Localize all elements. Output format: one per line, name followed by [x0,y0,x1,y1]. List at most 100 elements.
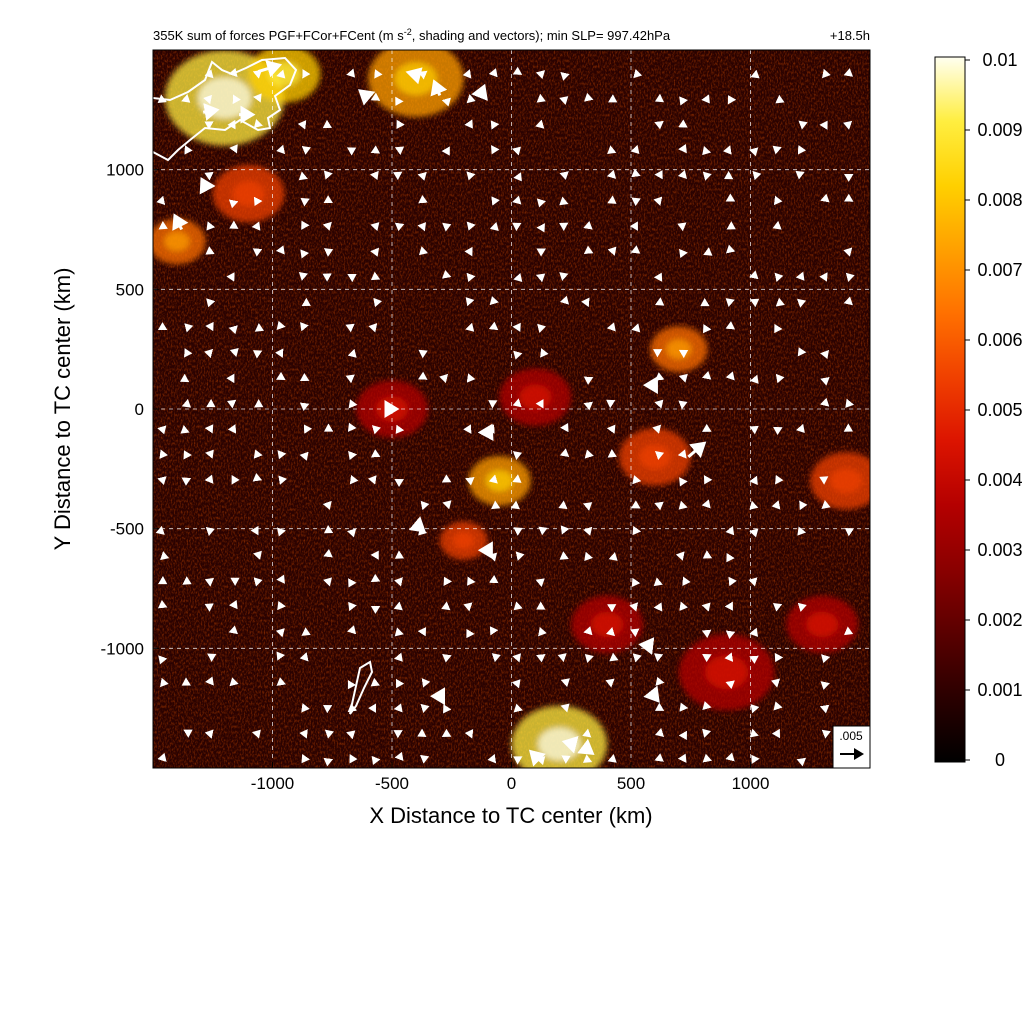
force-vector-small [702,323,712,334]
force-vector-small [158,655,168,665]
force-vector-small [750,69,760,79]
force-vector-small [228,68,238,78]
force-vector-small [395,424,405,434]
force-vector-small [583,220,593,230]
force-vector-small [441,97,451,107]
force-vector-small [513,703,523,713]
force-vector-small [630,245,641,254]
force-vector-small [465,322,475,332]
force-vector-small [678,349,689,359]
coastline-outline [153,56,298,162]
force-vector-small [322,273,332,282]
force-vector-small [536,601,546,610]
force-vector-small [654,450,665,461]
force-vector-small [348,399,358,409]
force-vector-small [466,272,476,282]
force-vector-small [323,757,334,767]
force-vector-small [491,653,501,663]
x-axis-label: X Distance to TC center (km) [369,803,652,828]
force-vector-small [774,272,784,283]
force-vector-small [465,476,475,486]
force-vector-small [157,94,167,104]
force-vector-small [652,424,662,434]
force-vector-small [203,94,213,105]
force-vector-small [560,525,570,535]
reference-vector-label: .005 [839,729,863,743]
force-vector-small [606,322,616,332]
force-vector [430,79,448,97]
force-vector-small [442,653,452,663]
force-vector-small [607,195,617,204]
force-vector-small [559,196,569,206]
force-vector-small [750,704,760,714]
force-vector-small [298,272,309,281]
force-vector-small [395,96,404,106]
force-vector-small [488,474,498,484]
force-vector-small [490,145,500,155]
force-vector-small [205,321,214,332]
force-vector-small [393,703,403,713]
y-tick-label: -1000 [101,639,144,658]
force-vector-small [582,728,592,738]
force-vector-small [702,728,712,738]
force-vector-small [606,604,617,613]
force-vector-small [277,450,287,460]
force-vector-small [605,678,615,688]
force-vector-small [157,425,167,435]
force-vector-small [675,551,685,561]
force-vector-small [725,298,735,308]
force-vector-small [630,628,640,638]
force-vector-small [653,196,663,206]
force-vector-small [157,752,167,763]
force-vector-small [181,93,191,103]
force-vector-small [679,96,689,106]
force-vector-small [207,653,217,662]
force-vector-small [253,118,263,128]
force-vector-small [394,751,404,762]
force-vector-small [204,69,214,79]
force-vector-small [703,247,713,256]
force-vector-small [160,551,170,561]
force-vector-small [629,602,639,612]
colorbar-tick-label: 0.008 [977,190,1022,210]
force-vector-small [820,193,830,203]
force-vector-small [538,626,547,637]
force-vector-small [228,600,238,610]
force-vector-small [845,272,855,282]
y-tick-label: -500 [110,520,144,539]
force-vector-small [251,729,261,739]
force-vector-small [347,422,357,432]
colorbar-tick-label: 0 [995,750,1005,770]
force-vector-small [229,347,239,357]
force-vector-small [394,146,405,156]
force-vector-small [795,170,805,180]
force-vector-small [821,654,831,664]
force-vector-small [157,599,168,609]
force-vector-small [821,499,831,509]
force-vector-small [702,701,712,711]
force-vector-small [394,627,404,637]
force-vector-small [560,678,570,688]
force-vector-small [584,449,594,459]
force-vector-small [206,398,216,408]
heatmap-hotspot-core [829,468,863,494]
force-vector-small [205,449,214,459]
force-vector-small [466,373,476,383]
force-vector-small [420,703,430,714]
force-vector-small [775,297,785,307]
force-vector-small [489,296,499,306]
force-vector-small [513,172,522,182]
force-vector-small [748,577,758,587]
force-vector-small [843,120,853,130]
force-vector-small [348,450,358,461]
force-vector-small [347,273,357,283]
force-vector-small [677,449,687,459]
force-vector-small [300,322,309,332]
force-vector-small [417,171,427,181]
force-vector-small [726,221,736,230]
force-vector-small [724,170,734,180]
force-vector-small [420,500,430,511]
force-vector-small [368,475,377,485]
heatmap-hotspot-core [232,181,265,207]
force-vector-small [679,477,688,487]
